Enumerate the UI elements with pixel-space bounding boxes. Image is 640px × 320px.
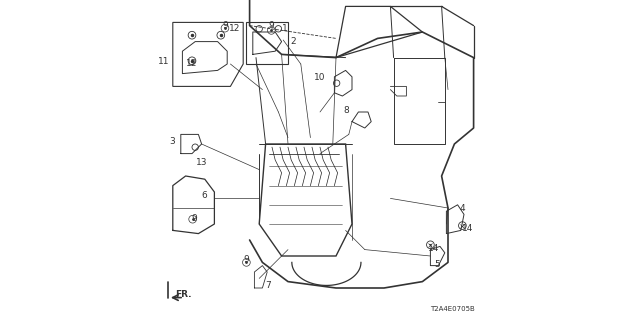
Text: 11: 11	[157, 57, 169, 66]
Text: 12: 12	[229, 24, 240, 33]
Text: 3: 3	[170, 137, 175, 146]
Text: 10: 10	[314, 73, 326, 82]
Text: 9: 9	[191, 214, 197, 223]
Text: 8: 8	[343, 106, 349, 115]
Text: 6: 6	[201, 191, 207, 200]
Text: 14: 14	[428, 244, 440, 253]
Text: 2: 2	[291, 37, 296, 46]
Text: 9: 9	[268, 21, 274, 30]
Text: 9: 9	[223, 21, 228, 30]
Text: 5: 5	[435, 260, 440, 269]
Text: FR.: FR.	[175, 290, 192, 299]
Text: 9: 9	[244, 255, 250, 264]
Text: 13: 13	[196, 158, 207, 167]
Text: 1: 1	[282, 24, 287, 33]
Text: T2A4E0705B: T2A4E0705B	[431, 306, 475, 312]
Text: 4: 4	[460, 204, 465, 213]
Text: 7: 7	[265, 281, 271, 290]
Text: 12: 12	[186, 59, 198, 68]
Text: 14: 14	[462, 224, 474, 233]
